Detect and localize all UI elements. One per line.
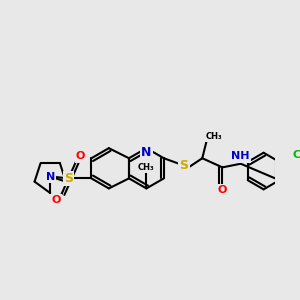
- Text: NH: NH: [232, 152, 250, 161]
- Text: N: N: [141, 146, 152, 159]
- Text: CH₃: CH₃: [206, 132, 223, 141]
- Text: O: O: [76, 152, 85, 161]
- Text: S: S: [179, 159, 188, 172]
- Text: O: O: [218, 185, 227, 195]
- Text: O: O: [52, 195, 61, 205]
- Text: N: N: [46, 172, 55, 182]
- Text: S: S: [64, 172, 73, 185]
- Text: Cl: Cl: [293, 150, 300, 160]
- Text: CH₃: CH₃: [138, 163, 155, 172]
